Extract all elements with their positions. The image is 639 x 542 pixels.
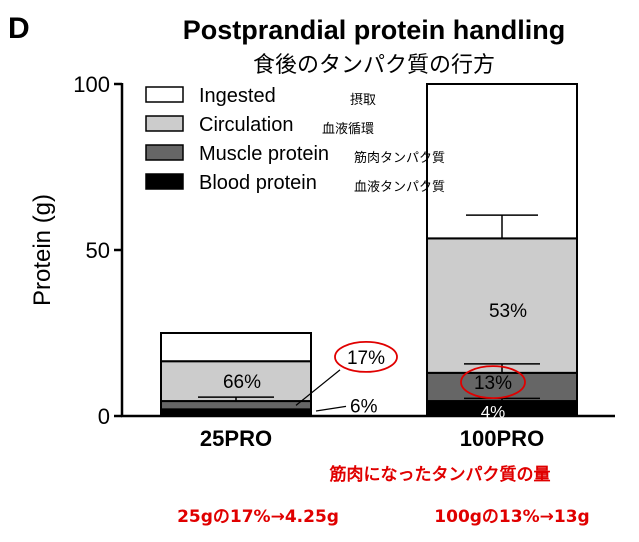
legend-note: 血液循環	[322, 122, 374, 137]
y-axis-label: Protein (g)	[29, 194, 56, 306]
legend-swatch	[145, 173, 184, 190]
note-right: 100gの13%→13g	[434, 507, 589, 527]
annotations: 66% 17% 6% 53% 13% 4%	[223, 301, 527, 422]
highlight-ellipse	[334, 340, 398, 373]
data-label: 66%	[223, 372, 261, 393]
legend-label: Circulation	[199, 114, 293, 136]
legend-note: 摂取	[350, 92, 376, 108]
data-label: 6%	[350, 396, 378, 417]
bar-segment	[426, 83, 578, 240]
legend-swatch	[145, 144, 184, 161]
legend-swatch	[145, 115, 184, 132]
x-tick-label: 25PRO	[200, 426, 272, 451]
legend-label: Ingested	[199, 85, 276, 107]
data-label: 13%	[474, 373, 512, 394]
legend-note: 筋肉タンパク質	[354, 150, 445, 166]
y-tick-label: 50	[86, 238, 110, 263]
legend-label: Blood protein	[199, 172, 317, 194]
plot-area: 0 50 100 25PRO 100PRO	[73, 72, 615, 451]
data-label: 17%	[347, 348, 385, 369]
leader-line	[315, 405, 347, 412]
panel-letter: D	[8, 12, 30, 45]
highlight-ellipse	[460, 365, 526, 400]
data-label: 53%	[489, 301, 527, 322]
legend: Ingested 摂取 Circulation 血液循環 Muscle protein 筋…	[145, 85, 445, 195]
y-tick-label: 100	[73, 72, 110, 97]
chart-subtitle: 食後のタンパク質の行方	[253, 53, 495, 78]
note-heading: 筋肉になったタンパク質の量	[329, 464, 551, 485]
data-label: 4%	[481, 403, 506, 422]
chart-title: Postprandial protein handling	[183, 15, 566, 45]
legend-label: Muscle protein	[199, 143, 329, 165]
x-tick-label: 100PRO	[460, 426, 544, 451]
bar-segment	[160, 400, 312, 411]
bar-segment	[160, 332, 312, 363]
note-left: 25gの17%→4.25g	[177, 507, 339, 527]
legend-note: 血液タンパク質	[354, 180, 445, 195]
leader-line	[295, 369, 341, 406]
y-tick-label: 0	[98, 404, 110, 429]
legend-swatch	[145, 86, 184, 103]
